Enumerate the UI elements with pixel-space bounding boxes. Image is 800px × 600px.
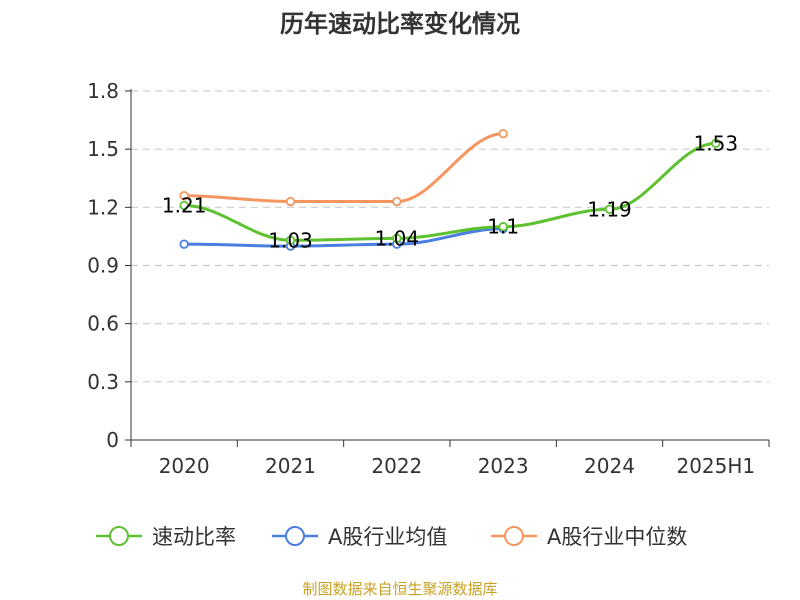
series-line [184,141,716,242]
x-tick-label: 2022 [371,454,422,478]
source-note: 制图数据来自恒生聚源数据库 [302,580,498,598]
data-point[interactable] [392,233,402,244]
legend-item[interactable]: A股行业中位数 [491,525,687,549]
x-tick-label: 2025H1 [676,454,755,478]
axis-layer: 0 0.3 0.6 0.9 1.2 1.5 1.8 2020 2021 2022 2023 2024 2… [87,79,770,478]
chart-title: 历年速动比率变化情况 [280,10,520,38]
data-label-layer: 1.21 1.03 1.04 1.1 1.19 1.53 [162,131,738,252]
x-tick-label: 2020 [159,454,210,478]
y-tick-label: 1.2 [87,195,119,219]
data-label: 1.19 [587,197,632,221]
data-label: 1.53 [694,131,739,155]
legend-label: A股行业中位数 [547,525,687,549]
data-point[interactable] [604,204,615,214]
y-tick-label: 0.9 [87,254,119,278]
series-line [184,132,504,204]
data-label: 1.1 [487,215,519,239]
legend-marker [504,526,524,546]
y-tick-label: 0 [106,428,119,452]
data-point[interactable] [179,200,189,211]
data-label: 1.03 [268,228,313,252]
data-point[interactable] [285,235,296,245]
y-tick-label: 1.8 [87,79,119,103]
legend-item[interactable]: 速动比率 [96,525,236,549]
x-tick-label: 2024 [584,454,635,478]
series-layer [179,128,721,251]
data-point[interactable] [392,196,402,207]
legend-label: A股行业均值 [328,525,447,549]
data-point[interactable] [711,138,721,149]
legend[interactable]: 速动比率 A股行业均值 A股行业中位数 [96,525,687,549]
legend-marker [109,526,129,546]
grid-layer [131,90,769,383]
data-point[interactable] [498,222,508,232]
data-point[interactable] [285,196,296,207]
legend-item[interactable]: A股行业均值 [272,525,447,549]
series-line [184,227,504,248]
data-label: 1.21 [162,193,207,217]
data-point[interactable] [498,128,508,139]
y-tick-label: 0.3 [87,370,119,394]
y-tick-label: 1.5 [87,137,119,161]
y-tick-label: 0.6 [87,312,119,336]
legend-marker [285,526,305,546]
x-tick-label: 2023 [478,454,529,478]
legend-label: 速动比率 [152,525,236,549]
data-point[interactable] [179,190,189,201]
data-label: 1.04 [375,226,420,250]
x-tick-label: 2021 [265,454,316,478]
data-point[interactable] [179,239,189,249]
